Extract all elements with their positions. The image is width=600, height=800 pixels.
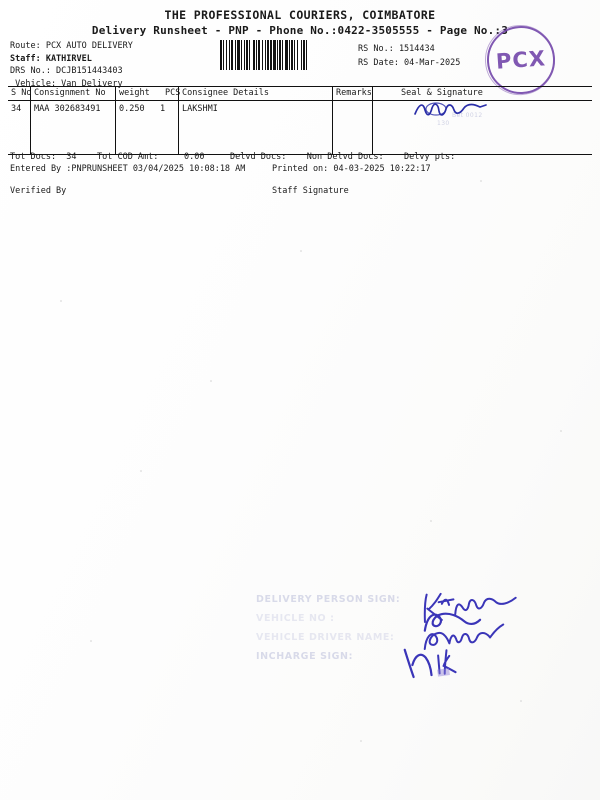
column-header-s-no: S No — [11, 88, 32, 98]
verified-by-label: Verified By — [10, 186, 67, 196]
drs-no-line: DRS No.: DCJB151443403 — [10, 66, 123, 77]
scan-speck — [360, 740, 362, 742]
totals-line: Tot Docs: 34 Tot COD Amt: 0.00 Delvd Doc… — [10, 152, 456, 162]
cell-consignee: LAKSHMI — [182, 104, 218, 114]
cell-pcs: 1 — [160, 104, 166, 114]
cell-weight: 0.250 — [119, 104, 145, 114]
scan-speck — [210, 380, 212, 382]
handwriting-driver-name — [423, 623, 505, 651]
handwriting-incharge-initials — [437, 649, 457, 677]
table-divider-4 — [332, 86, 334, 154]
table-header-border — [8, 100, 592, 102]
entered-by: Entered By :PNPRUNSHEET 03/04/2025 10:08… — [10, 164, 246, 174]
handwriting-incharge-sign — [403, 648, 433, 679]
table-divider-1 — [30, 86, 32, 154]
scan-speck — [90, 640, 92, 642]
column-header-consignee: Consignee Details — [182, 88, 269, 98]
bottom-rubber-stamp: DELIVERY PERSON SIGN: VEHICLE NO : VEHIC… — [256, 590, 496, 670]
ghost-mark-1: Bet 0012 — [452, 112, 483, 119]
vehicle-line: Vehicle: Van Delivery — [10, 78, 123, 89]
header-right-block: RS No.: 1514434 RS Date: 04-Mar-2025 — [358, 43, 460, 70]
document-subtitle: Delivery Runsheet - PNP - Phone No.:0422… — [91, 24, 509, 37]
seal-signature-scribble — [414, 102, 487, 116]
stamp-delivery-person-sign: DELIVERY PERSON SIGN: — [256, 594, 401, 605]
company-title: THE PROFESSIONAL COURIERS, COIMBATORE — [164, 8, 436, 22]
scan-speck — [560, 430, 562, 432]
column-header-weight-pcs: weight PCS — [119, 88, 181, 98]
column-header-seal-sign: Seal & Signature — [401, 88, 483, 98]
stamp-vehicle-no: VEHICLE NO : — [256, 613, 335, 624]
header-left-block: Route: PCX AUTO DELIVERY Staff: KATHIRVE… — [10, 40, 133, 90]
staff-line: Staff: KATHIRVEL — [10, 53, 92, 64]
scan-speck — [480, 180, 482, 182]
table-divider-3 — [178, 86, 180, 154]
table-divider-5 — [372, 86, 374, 154]
handwriting-vehicle-no — [423, 612, 482, 632]
scan-speck — [300, 250, 302, 252]
barcode — [220, 40, 346, 70]
route-line: Route: PCX AUTO DELIVERY — [10, 41, 133, 51]
column-header-consignment: Consignment No — [34, 88, 106, 98]
rs-date-line: RS Date: 04-Mar-2025 — [358, 57, 461, 68]
table-bottom-border — [8, 154, 592, 156]
staff-signature-label: Staff Signature — [272, 186, 349, 196]
runsheet-table: S No weight PCS Consignment No Consignee… — [8, 86, 592, 156]
scan-speck — [140, 470, 142, 472]
table-divider-2 — [115, 86, 117, 154]
stamp-incharge-sign: INCHARGE SIGN: — [256, 651, 353, 662]
cell-consignment-no: MAA 302683491 — [34, 104, 101, 114]
ghost-mark-2: 130 — [437, 120, 450, 127]
printed-on: Printed on: 04-03-2025 10:22:17 — [272, 164, 431, 174]
scan-speck — [60, 300, 62, 302]
table-top-border — [8, 86, 592, 88]
scan-speck — [520, 700, 522, 702]
stamp-driver-name: VEHICLE DRIVER NAME: — [256, 632, 395, 643]
scan-speck — [430, 520, 432, 522]
column-header-remarks: Remarks — [336, 88, 372, 98]
cell-s-no: 34 — [11, 104, 22, 114]
rs-no-line: RS No.: 1514434 — [358, 44, 435, 54]
